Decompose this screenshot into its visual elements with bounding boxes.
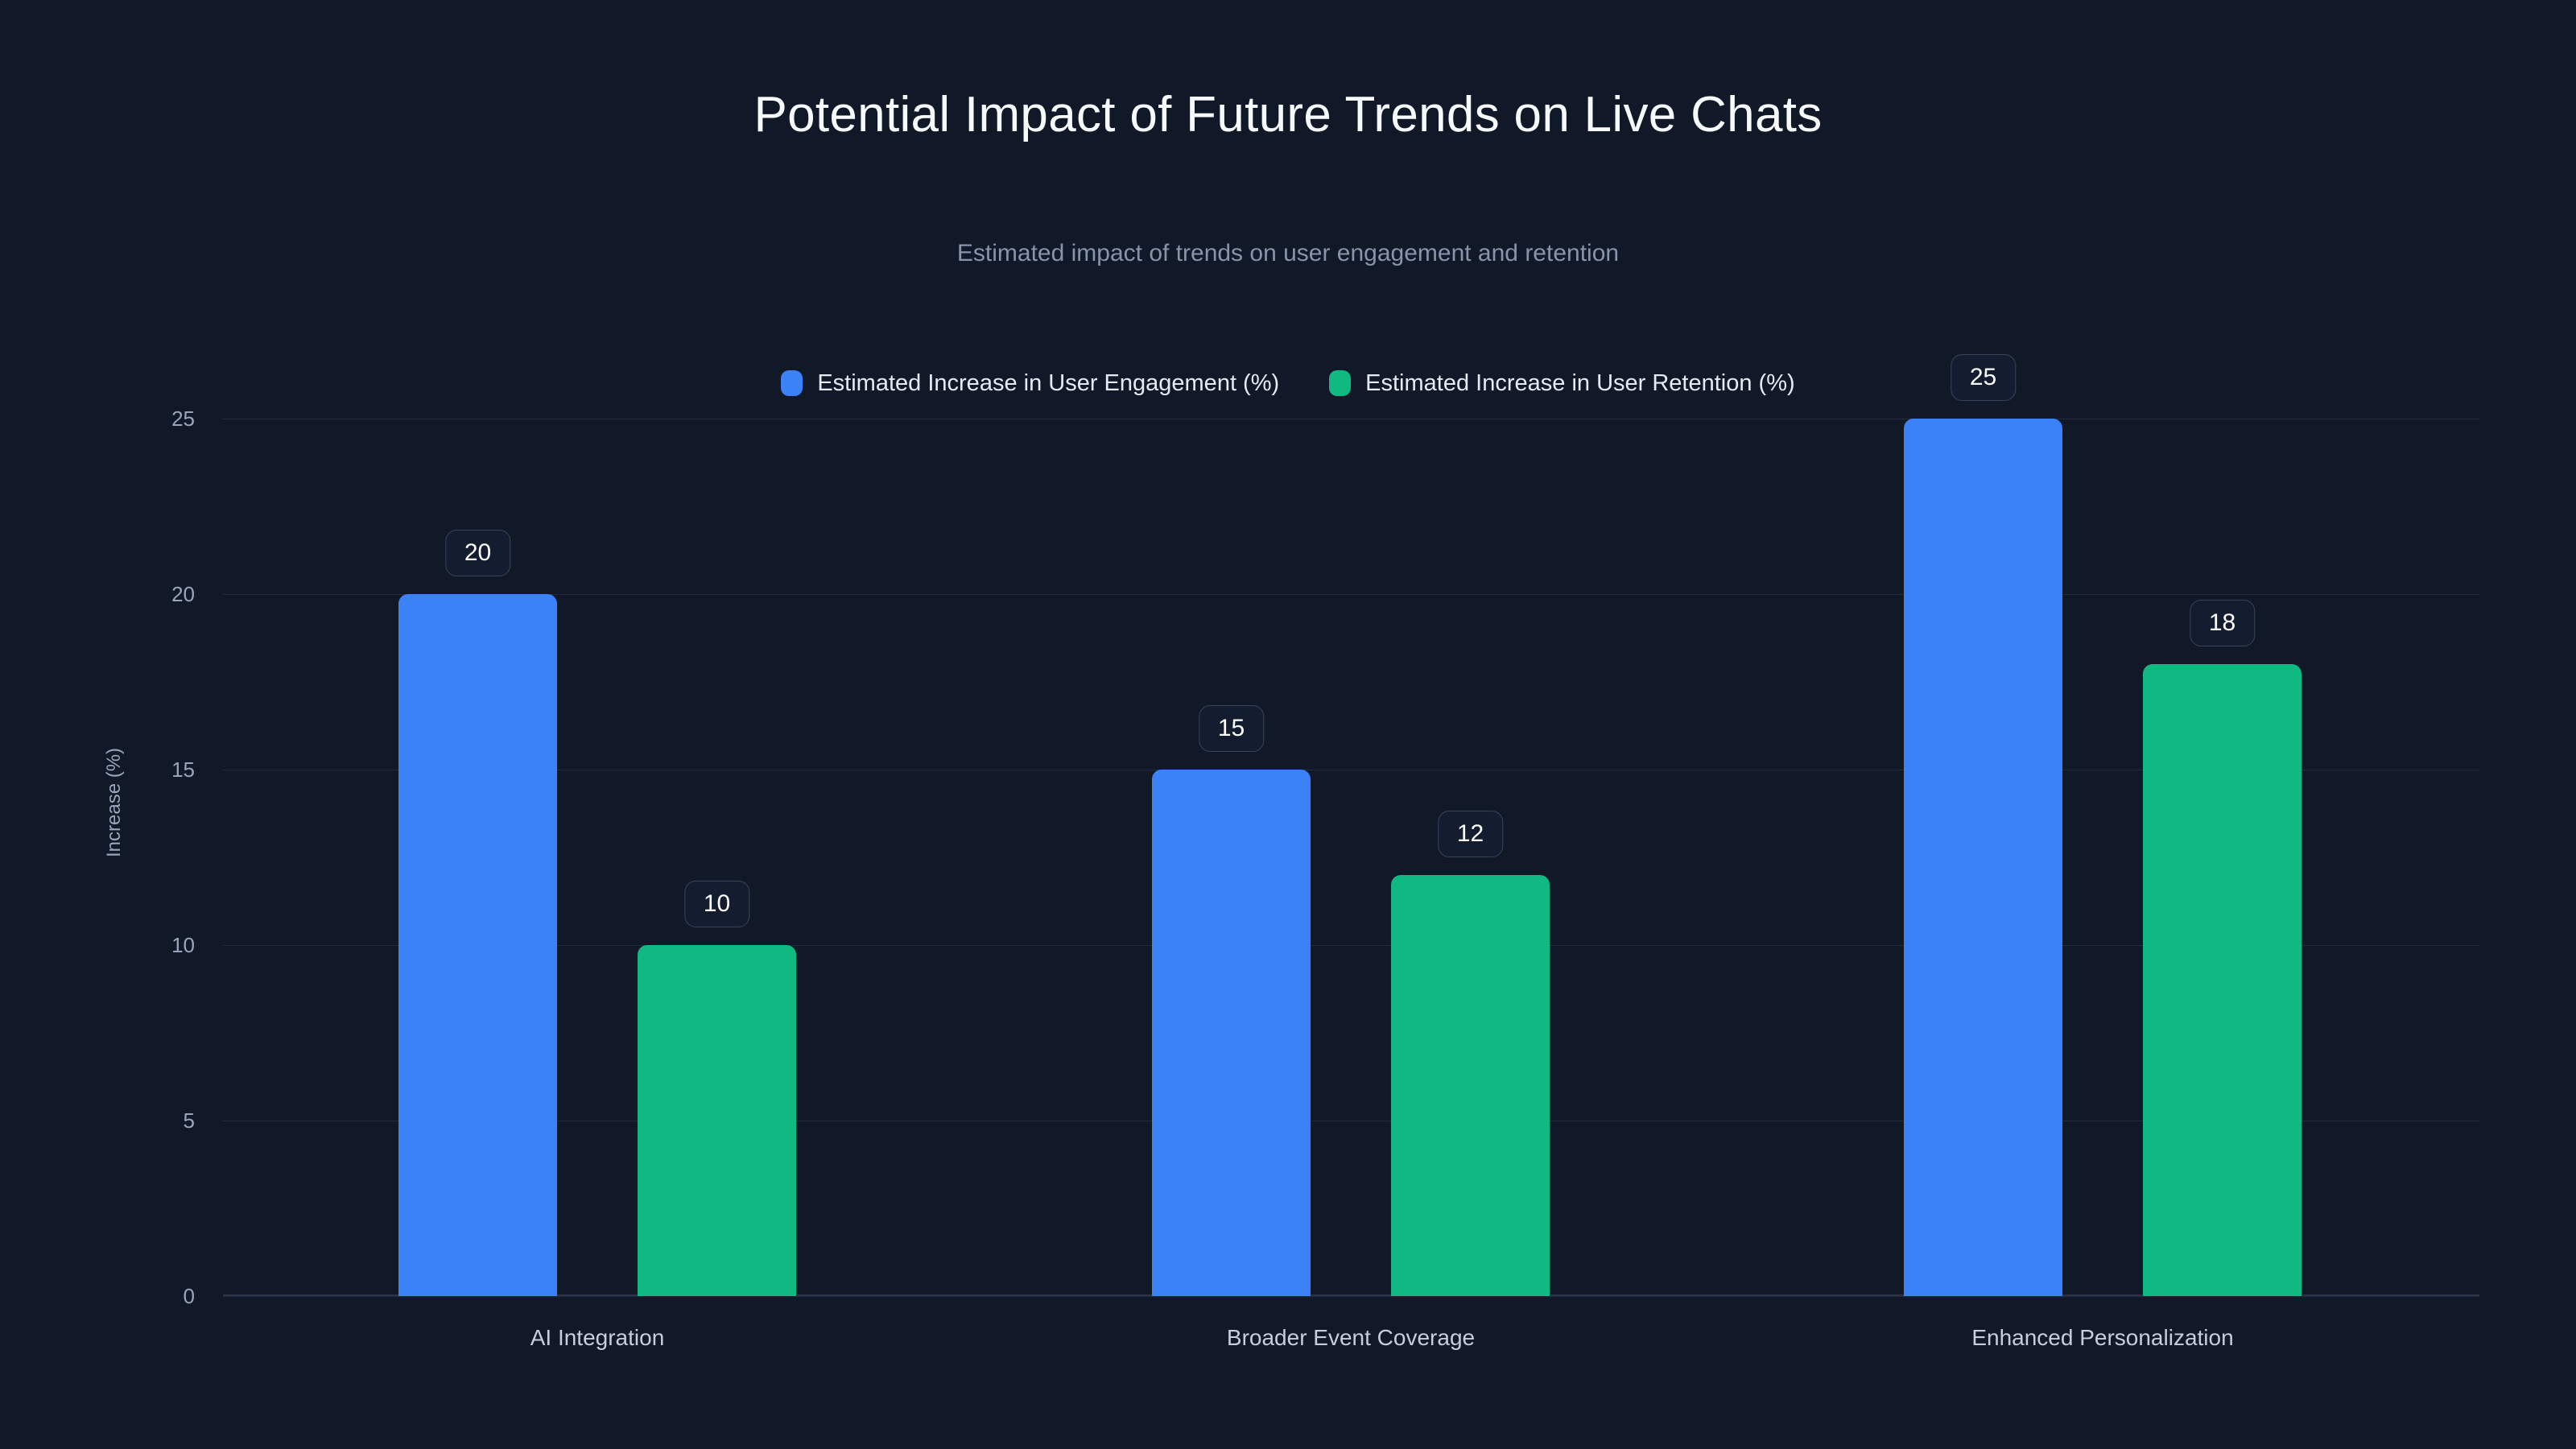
bar-value-label: 20 xyxy=(444,530,511,576)
bar-value-label: 18 xyxy=(2189,600,2256,647)
bar[interactable] xyxy=(1904,419,2062,1296)
y-axis-tick-label: 5 xyxy=(183,1108,195,1133)
x-axis-line xyxy=(223,1294,2479,1296)
chart-legend: Estimated Increase in User Engagement (%… xyxy=(0,370,2576,396)
y-axis-tick-label: 15 xyxy=(171,758,195,782)
legend-item-engagement[interactable]: Estimated Increase in User Engagement (%… xyxy=(781,370,1279,396)
gridline xyxy=(223,1296,2479,1297)
legend-label-engagement: Estimated Increase in User Engagement (%… xyxy=(817,369,1280,396)
bar[interactable] xyxy=(1391,874,1550,1296)
plot-area xyxy=(223,419,2479,1297)
bar-value-label: 12 xyxy=(1437,810,1504,857)
bar-value-label: 15 xyxy=(1198,705,1265,752)
legend-label-retention: Estimated Increase in User Retention (%) xyxy=(1365,369,1795,396)
legend-item-retention[interactable]: Estimated Increase in User Retention (%) xyxy=(1329,370,1795,396)
y-axis-tick-label: 10 xyxy=(171,933,195,957)
y-axis-tick-label: 25 xyxy=(171,407,195,431)
bar[interactable] xyxy=(638,945,796,1296)
bar-value-label: 10 xyxy=(683,881,750,927)
x-axis-category-label: Enhanced Personalization xyxy=(1971,1325,2234,1350)
legend-swatch-icon-engagement xyxy=(781,370,803,396)
bar[interactable] xyxy=(398,594,557,1296)
legend-swatch-icon-retention xyxy=(1329,370,1352,396)
y-axis-tick-label: 20 xyxy=(171,582,195,606)
x-axis-category-label: Broader Event Coverage xyxy=(1226,1325,1476,1350)
bar-value-label: 25 xyxy=(1950,354,2017,401)
bar[interactable] xyxy=(2143,664,2301,1296)
bar[interactable] xyxy=(1152,770,1311,1296)
chart-subtitle: Estimated impact of trends on user engag… xyxy=(956,240,1620,266)
gridline xyxy=(223,945,2479,946)
gridline xyxy=(223,594,2479,595)
y-axis-tick-label: 0 xyxy=(183,1284,195,1308)
chart-title: Potential Impact of Future Trends on Liv… xyxy=(753,87,1823,142)
x-axis-category-label: AI Integration xyxy=(530,1325,665,1350)
